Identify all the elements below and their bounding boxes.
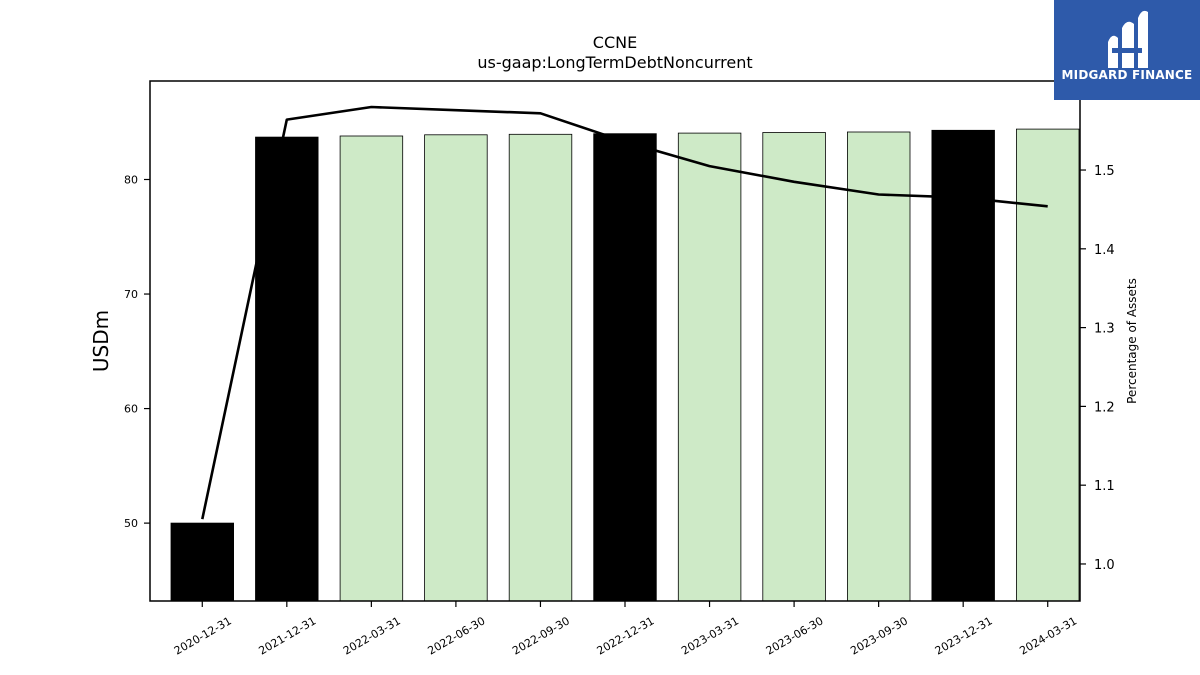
y2-tick-label: 1.4: [1094, 243, 1115, 258]
chart-subtitle: us-gaap:LongTermDebtNoncurrent: [477, 53, 752, 72]
x-tick-label: 2022-12-31: [595, 614, 657, 657]
y-tick-label: 70: [124, 288, 138, 301]
plot-frame: [149, 80, 1081, 602]
line-layer: [201, 105, 1048, 520]
logo-text: MIDGARD FINANCE: [1061, 68, 1193, 82]
bar-2022-09-30: [508, 133, 573, 602]
bar-2020-12-31: [170, 522, 234, 602]
y-axis-label: USDm: [89, 310, 113, 372]
midgard-finance-logo: MIDGARD FINANCE: [1054, 0, 1200, 100]
y2-axis-label: Percentage of Assets: [1125, 278, 1139, 404]
bar-2022-06-30: [424, 134, 488, 602]
x-tick-label: 2022-03-31: [341, 614, 403, 657]
y-tick-label: 80: [124, 174, 138, 187]
bars-group: [170, 128, 1080, 602]
y2-tick-label: 1.5: [1094, 164, 1115, 179]
bar-2023-06-30: [762, 132, 826, 602]
y2-tick-label: 1.2: [1094, 400, 1115, 415]
bar-2023-12-31: [931, 129, 995, 602]
y2-tick-label: 1.3: [1094, 322, 1115, 337]
x-tick-label: 2022-06-30: [426, 614, 488, 657]
bar-2021-12-31: [255, 136, 319, 602]
bar-2023-03-31: [677, 132, 742, 602]
bar-2024-03-31: [1016, 128, 1080, 602]
x-tick-label: 2023-12-31: [933, 614, 995, 657]
x-tick-label: 2023-09-30: [848, 614, 910, 657]
bar-2022-12-31: [593, 133, 657, 602]
y2-tick-label: 1.1: [1094, 479, 1115, 494]
bar-2022-03-31: [339, 135, 404, 602]
x-tick-label: 2022-09-30: [510, 614, 572, 657]
y-tick-label: 60: [124, 403, 138, 416]
x-tick-label: 2023-03-31: [679, 614, 741, 657]
x-tick-label: 2023-06-30: [764, 614, 826, 657]
x-tick-label: 2021-12-31: [256, 614, 318, 657]
x-tick-label: 2020-12-31: [172, 614, 234, 657]
midgard-m-logo-icon: [1108, 10, 1148, 68]
y2-tick-label: 1.0: [1094, 558, 1115, 573]
percentage-line: [201, 105, 1048, 520]
bar-2023-09-30: [847, 131, 911, 602]
chart-title: CCNE: [593, 33, 637, 52]
x-tick-label: 2024-03-31: [1017, 614, 1079, 657]
y-tick-label: 50: [124, 517, 138, 530]
